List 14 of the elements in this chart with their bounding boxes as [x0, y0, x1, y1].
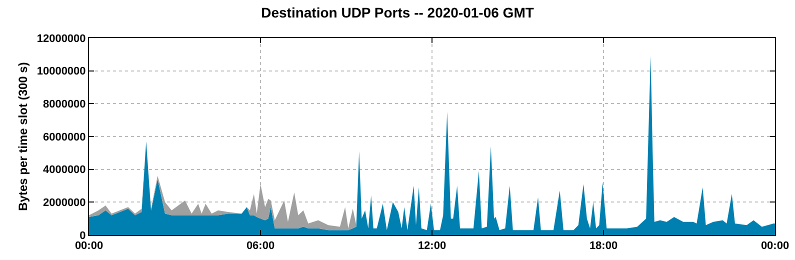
y-tick-label: 10000000	[36, 66, 86, 78]
x-tick-label: 00:00	[760, 240, 790, 252]
y-tick-label: 12000000	[36, 32, 86, 45]
y-tick-label: 0	[80, 230, 86, 242]
x-tick-label: 00:00	[74, 240, 104, 252]
y-tick-label: 2000000	[42, 197, 86, 210]
x-tick-label: 12:00	[418, 240, 446, 252]
y-tick-label: 8000000	[42, 98, 86, 111]
y-tick-label: 4000000	[42, 164, 86, 176]
x-tick-label: 18:00	[589, 240, 618, 252]
y-tick-label: 6000000	[42, 131, 86, 144]
chart-title: Destination UDP Ports -- 2020-01-06 GMT	[261, 4, 534, 21]
x-tick-label: 06:00	[246, 240, 275, 252]
y-axis-title: Bytes per time slot (300 s)	[16, 62, 30, 211]
